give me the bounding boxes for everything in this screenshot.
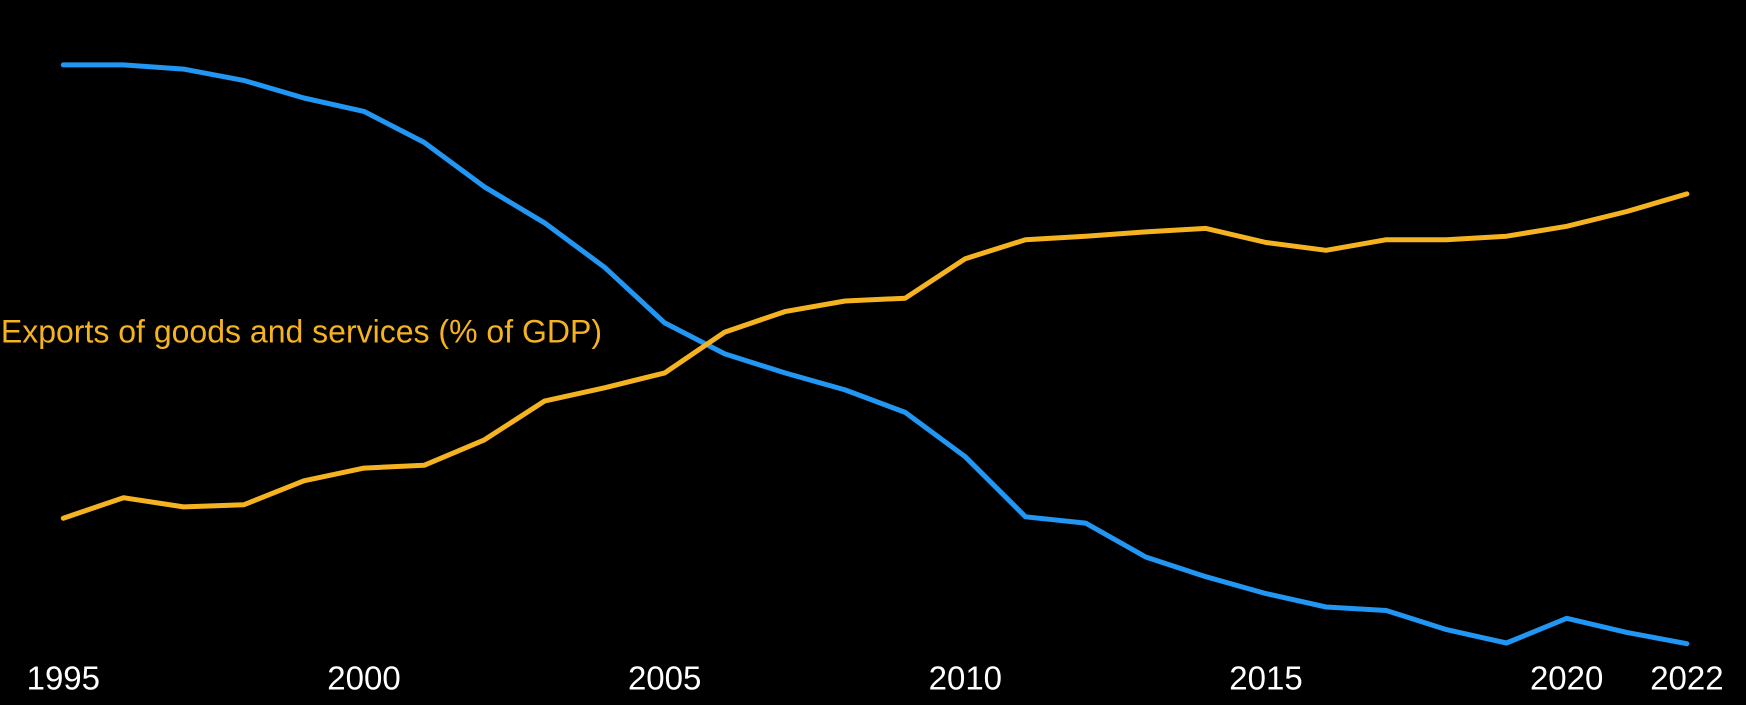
series-label: Exports of goods and services (% of GDP) (1, 313, 602, 349)
x-tick-label: 2005 (628, 660, 701, 697)
x-tick-label: 2022 (1650, 660, 1723, 697)
series-line (60, 191, 1690, 521)
x-tick-label: 1995 (27, 660, 100, 697)
x-tick-label: 2020 (1530, 660, 1603, 697)
x-tick-label: 2015 (1229, 660, 1302, 697)
series-line (60, 62, 1690, 647)
x-tick-label: 2000 (327, 660, 400, 697)
x-tick-label: 2010 (929, 660, 1002, 697)
